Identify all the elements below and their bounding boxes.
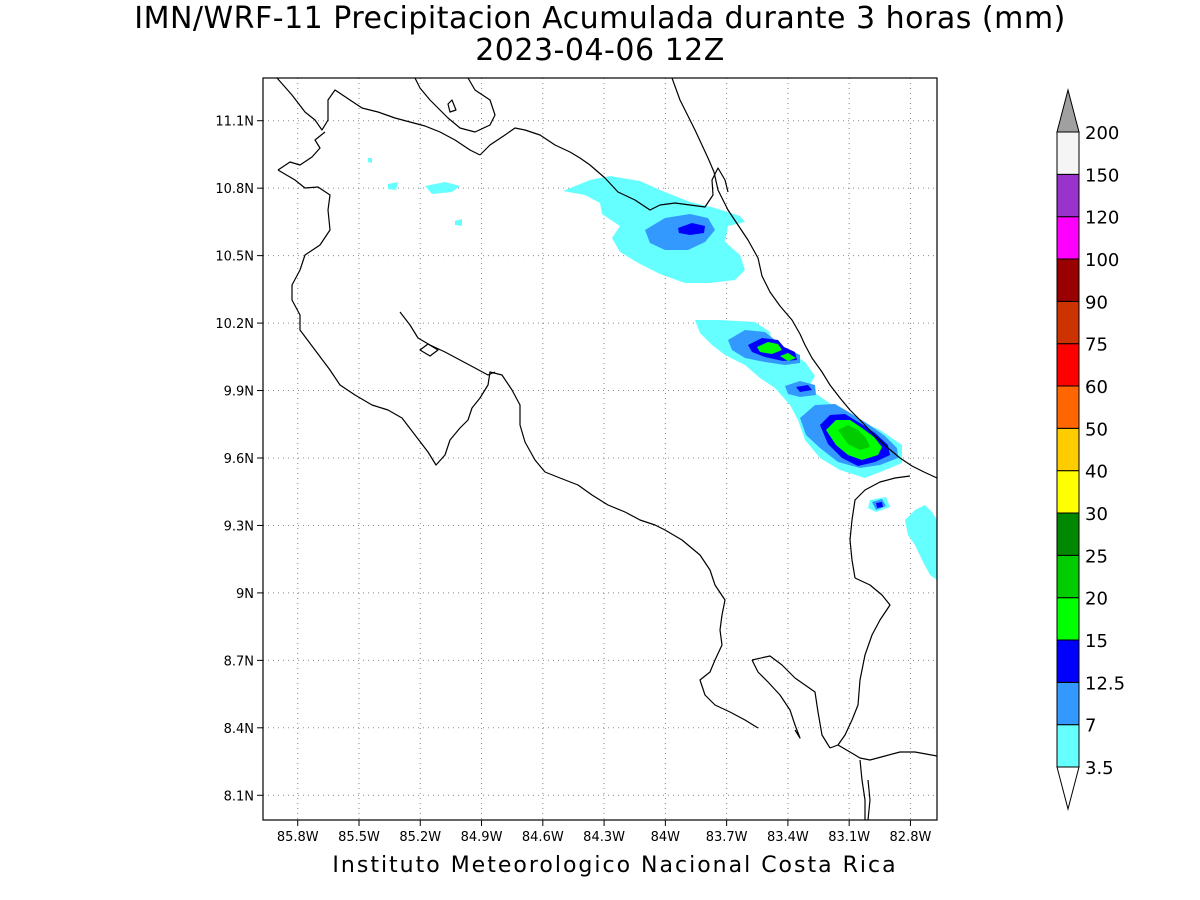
colorbar-segment [1056,343,1080,387]
colorbar-level-label: 60 [1085,377,1108,398]
map-subtitle: 2023-04-06 12Z [475,33,725,68]
lon-tick-label: 83.1W [828,830,870,845]
colorbar-segment [1056,681,1080,726]
lat-tick-label: 10.8N [215,182,254,197]
colorbar-segment [1056,216,1080,260]
coastline-and-borders [276,78,937,820]
colorbar-level-label: 3.5 [1085,758,1114,779]
colorbar-segment [1056,597,1080,641]
colorbar: 3.5 7 12.5 15 20 25 30 40 50 60 75 90 100 120 150 200 [1056,88,1125,811]
lat-tick-label: 8.1N [224,789,254,804]
colorbar-level-label: 120 [1085,208,1119,229]
colorbar-segment [1056,131,1080,175]
colorbar-level-label: 200 [1085,123,1119,144]
lat-tick-label: 8.4N [224,722,254,737]
map-title: IMN/WRF-11 Precipitacion Acumulada duran… [134,1,1066,36]
colorbar-level-label: 7 [1085,716,1096,737]
colorbar-level-label: 75 [1085,335,1108,356]
colorbar-segment [1056,300,1080,345]
colorbar-top-arrow [1056,88,1080,133]
lat-tick-label: 10.2N [215,317,254,332]
lat-tick-label: 10.5N [215,250,254,265]
lat-tick-label: 9.6N [224,452,254,467]
colorbar-level-label: 12.5 [1085,673,1125,694]
lat-tick-label: 9.3N [224,519,254,534]
colorbar-segment [1056,427,1080,472]
map-frame [262,77,938,821]
lon-tick-label: 84.6W [522,830,564,845]
institution-footer: Instituto Meteorologico Nacional Costa R… [332,853,898,878]
lon-tick-label: 82.8W [890,830,932,845]
colorbar-segment [1056,258,1080,302]
lon-tick-label: 84.9W [461,830,503,845]
colorbar-segment [1056,512,1080,556]
lon-tick-label: 85.8W [277,830,319,845]
colorbar-segment [1056,385,1080,429]
colorbar-segment [1056,639,1080,683]
lon-tick-label: 84.3W [583,830,625,845]
longitude-axis: 85.8W 85.5W 85.2W 84.9W 84.6W 84.3W 84W 83.7W 83… [277,820,932,845]
lat-tick-label: 9N [236,587,254,602]
colorbar-level-label: 90 [1085,292,1108,313]
latitude-axis: 11.1N 10.8N 10.5N 10.2N 9.9N 9.6N 9.3N 9N 8.7N 8.… [215,115,263,804]
lon-tick-label: 85.2W [399,830,441,845]
colorbar-bottom-arrow [1056,766,1080,811]
lon-tick-label: 85.5W [338,830,380,845]
colorbar-segment [1056,173,1080,218]
colorbar-segment [1056,470,1080,514]
colorbar-segment [1056,554,1080,599]
lat-tick-label: 8.7N [224,654,254,669]
lat-tick-label: 9.9N [224,385,254,400]
colorbar-level-label: 20 [1085,589,1108,610]
colorbar-level-label: 15 [1085,631,1108,652]
colorbar-level-label: 100 [1085,250,1119,271]
colorbar-level-label: 50 [1085,419,1108,440]
lat-tick-label: 11.1N [215,115,254,130]
lon-tick-label: 83.4W [767,830,809,845]
lon-tick-label: 83.7W [706,830,748,845]
colorbar-level-label: 40 [1085,462,1108,483]
colorbar-level-label: 25 [1085,546,1108,567]
colorbar-level-label: 150 [1085,165,1119,186]
precipitation-field [368,158,937,580]
lon-tick-label: 84W [651,830,681,845]
colorbar-level-label: 30 [1085,504,1108,525]
colorbar-segment [1056,724,1080,768]
